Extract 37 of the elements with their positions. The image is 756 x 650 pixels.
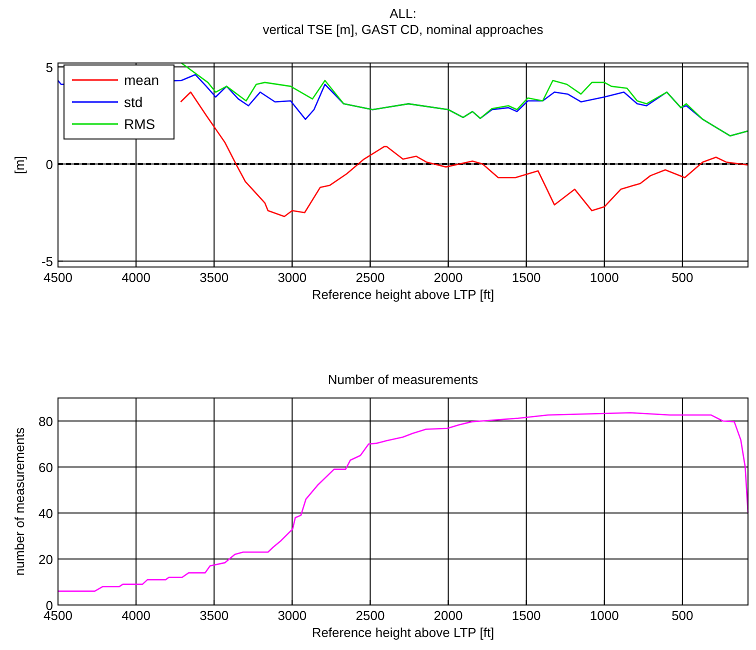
x-tick-label: 2000 bbox=[434, 270, 463, 285]
x-axis-title: Reference height above LTP [ft] bbox=[312, 287, 494, 302]
x-tick-label: 1000 bbox=[590, 608, 619, 623]
y-tick-label: 20 bbox=[38, 552, 53, 567]
line-series bbox=[180, 62, 749, 137]
x-tick-label: 4500 bbox=[44, 270, 72, 285]
y-tick-label: 80 bbox=[38, 414, 53, 429]
x-tick-label: 3500 bbox=[200, 608, 229, 623]
x-tick-label: 1500 bbox=[512, 608, 541, 623]
x-axis-title: Reference height above LTP [ft] bbox=[312, 625, 494, 640]
x-tick-label: 500 bbox=[672, 608, 694, 623]
x-tick-label: 3000 bbox=[278, 270, 307, 285]
x-tick-label: 1000 bbox=[590, 270, 619, 285]
legend-label: std bbox=[124, 94, 143, 110]
line-series bbox=[57, 412, 749, 592]
x-tick-label: 4000 bbox=[122, 608, 151, 623]
legend-label: mean bbox=[124, 72, 160, 88]
y-tick-label: 5 bbox=[46, 60, 53, 75]
y-tick-label: 0 bbox=[46, 157, 53, 172]
y-tick-label: -5 bbox=[41, 254, 53, 270]
x-tick-label: 3500 bbox=[200, 270, 229, 285]
chart-title: Number of measurements bbox=[328, 372, 479, 387]
line-series bbox=[180, 91, 749, 218]
y-tick-label: 40 bbox=[38, 506, 53, 521]
x-tick-label: 2500 bbox=[356, 270, 385, 285]
chart-title: ALL: bbox=[390, 6, 416, 21]
x-tick-label: 4000 bbox=[122, 270, 151, 285]
x-tick-label: 1500 bbox=[512, 270, 541, 285]
y-tick-label: 60 bbox=[38, 460, 53, 475]
chart-subtitle: vertical TSE [m], GAST CD, nominal approaches bbox=[262, 22, 544, 37]
x-tick-label: 2500 bbox=[356, 608, 385, 623]
y-axis-title: [m] bbox=[12, 156, 27, 174]
x-tick-label: 500 bbox=[672, 270, 694, 285]
y-axis-title: number of measurements bbox=[12, 426, 27, 576]
legend-label: RMS bbox=[124, 116, 156, 132]
x-tick-label: 2000 bbox=[434, 608, 463, 623]
x-tick-label: 3000 bbox=[278, 608, 307, 623]
